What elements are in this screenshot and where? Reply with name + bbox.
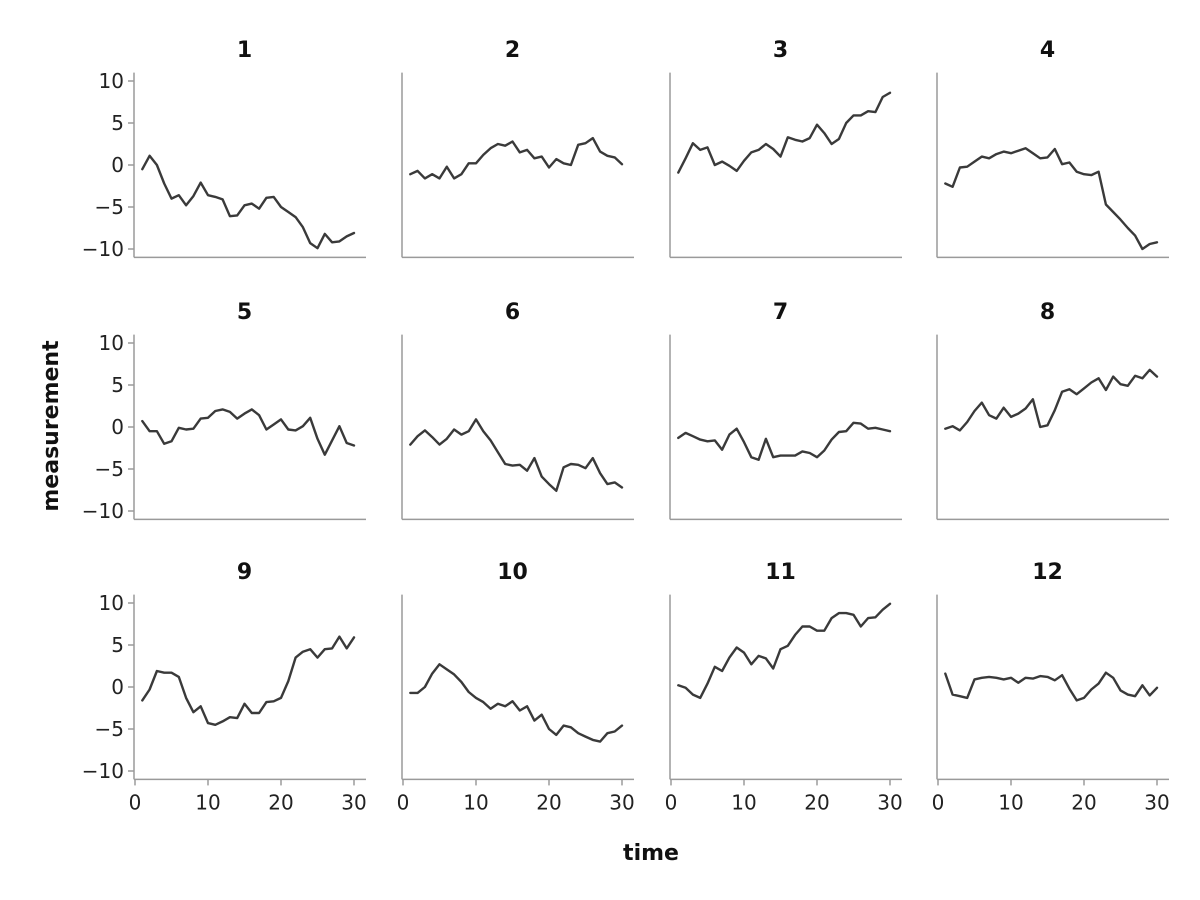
series-line-2 (409, 136, 624, 180)
y-tick-label: 5 (111, 633, 124, 657)
series-line-9 (141, 635, 356, 726)
panel-title: 10 (497, 560, 528, 585)
y-tick-label: 5 (111, 111, 124, 135)
panel-title: 9 (237, 560, 252, 585)
panel-11: 11 0 10 20 30 (665, 560, 903, 814)
y-tick-label: −5 (95, 195, 124, 219)
y-tick-label: −10 (82, 237, 124, 261)
panel-7: 7 (669, 300, 902, 521)
panel-10: 10 0 10 20 30 (397, 560, 635, 814)
y-tick-label: 10 (99, 331, 124, 355)
panel-title: 4 (1040, 38, 1055, 63)
panel-title: 3 (773, 38, 788, 63)
x-tick-label: 0 (932, 790, 945, 814)
y-tick-label: 5 (111, 373, 124, 397)
series-line-7 (677, 421, 892, 461)
y-tick-label: −5 (95, 457, 124, 481)
panel-title: 7 (773, 300, 788, 325)
y-tick-label: 10 (99, 69, 124, 93)
series-line-11 (677, 602, 892, 700)
x-tick-label: 10 (195, 790, 220, 814)
x-tick-label: 20 (1071, 790, 1096, 814)
x-tick-label: 0 (665, 790, 678, 814)
panel-6: 6 (401, 300, 634, 521)
series-line-4 (944, 146, 1159, 251)
y-tick-label: 0 (111, 415, 124, 439)
series-line-10 (409, 663, 624, 743)
x-tick-label: 10 (731, 790, 756, 814)
x-tick-label: 0 (129, 790, 142, 814)
x-tick-label: 10 (998, 790, 1023, 814)
series-line-8 (944, 368, 1159, 432)
panel-8: 8 (936, 300, 1169, 521)
y-tick-label: 10 (99, 591, 124, 615)
panel-title: 1 (237, 38, 252, 63)
series-line-12 (944, 671, 1159, 702)
y-tick-label: −10 (82, 499, 124, 523)
panel-1: 1 10 5 0 −5 −10 (82, 38, 366, 261)
x-axis-title: time (623, 841, 679, 866)
x-tick-label: 30 (1144, 790, 1169, 814)
series-line-5 (141, 408, 356, 456)
x-tick-label: 0 (397, 790, 410, 814)
x-tick-label: 20 (536, 790, 561, 814)
panel-title: 11 (765, 560, 796, 585)
x-tick-label: 20 (268, 790, 293, 814)
series-line-1 (141, 154, 356, 250)
panel-12: 12 0 10 20 30 (932, 560, 1170, 814)
series-line-3 (677, 91, 892, 174)
y-tick-label: −5 (95, 717, 124, 741)
y-tick-label: 0 (111, 153, 124, 177)
y-tick-label: 0 (111, 675, 124, 699)
panel-2: 2 (401, 38, 634, 259)
series-line-6 (409, 418, 624, 492)
y-axis-title: measurement (39, 340, 64, 512)
y-tick-label: −10 (82, 759, 124, 783)
x-tick-label: 30 (609, 790, 634, 814)
x-tick-label: 30 (341, 790, 366, 814)
panel-title: 5 (237, 300, 252, 325)
x-tick-label: 20 (804, 790, 829, 814)
x-tick-label: 10 (463, 790, 488, 814)
x-tick-label: 30 (877, 790, 902, 814)
panel-title: 12 (1032, 560, 1063, 585)
panel-title: 6 (505, 300, 520, 325)
panel-4: 4 (936, 38, 1169, 259)
panel-5: 5 10 5 0 −5 −10 (82, 300, 366, 523)
panel-3: 3 (669, 38, 902, 259)
panel-title: 2 (505, 38, 520, 63)
panel-title: 8 (1040, 300, 1055, 325)
